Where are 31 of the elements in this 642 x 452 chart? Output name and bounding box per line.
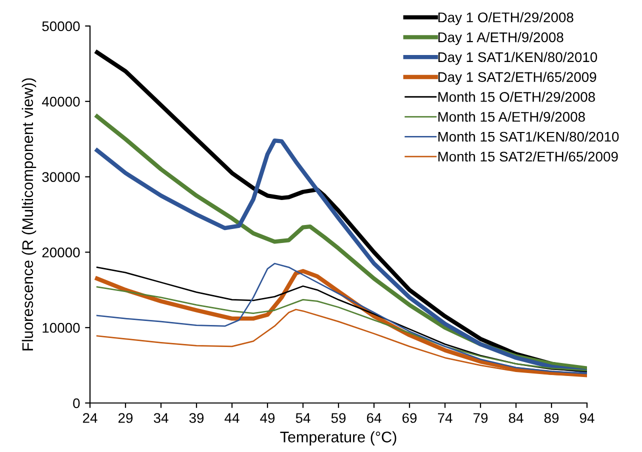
legend-label: Day 1 O/ETH/29/2008: [438, 12, 574, 26]
y-tick-label: 0: [73, 398, 80, 408]
x-tick-label: 44: [224, 413, 240, 423]
x-tick-label: 69: [402, 413, 417, 423]
x-tick-label: 54: [296, 413, 310, 423]
x-tick-label: 64: [366, 413, 382, 423]
x-tick-label: 89: [544, 413, 559, 423]
x-tick-label: 79: [473, 413, 488, 423]
x-tick-label: 29: [118, 413, 133, 423]
legend-label: Day 1 SAT1/KEN/80/2010: [438, 52, 598, 65]
y-tick-label: 10000: [42, 322, 80, 333]
legend-label: Month 15 SAT2/ETH/65/2009: [438, 151, 618, 162]
x-axis-title: Temperature (°C): [280, 431, 396, 446]
legend-label: Month 15 O/ETH/29/2008: [438, 92, 595, 102]
legend-label: Month 15 A/ETH/9/2008: [438, 112, 585, 122]
x-tick-label: 84: [508, 413, 524, 423]
x-tick-label: 59: [331, 413, 346, 423]
x-tick-label: 74: [438, 413, 452, 423]
y-axis-title: Fluorescence (R (Multicomponent view)): [22, 78, 36, 350]
x-tick-label: 24: [82, 413, 98, 423]
x-tick-label: 34: [154, 413, 168, 423]
legend-label: Day 1 SAT2/ETH/65/2009: [438, 72, 596, 85]
y-tick-label: 50000: [42, 21, 80, 32]
y-tick-label: 20000: [42, 248, 80, 258]
legend-label: Day 1 A/ETH/9/2008: [438, 32, 564, 45]
y-tick-label: 40000: [42, 96, 80, 107]
x-tick-label: 94: [580, 413, 594, 423]
x-tick-label: 49: [260, 413, 275, 423]
y-tick-label: 30000: [42, 172, 80, 182]
legend-label: Month 15 SAT1/KEN/80/2010: [438, 131, 619, 142]
x-tick-label: 39: [189, 413, 204, 423]
